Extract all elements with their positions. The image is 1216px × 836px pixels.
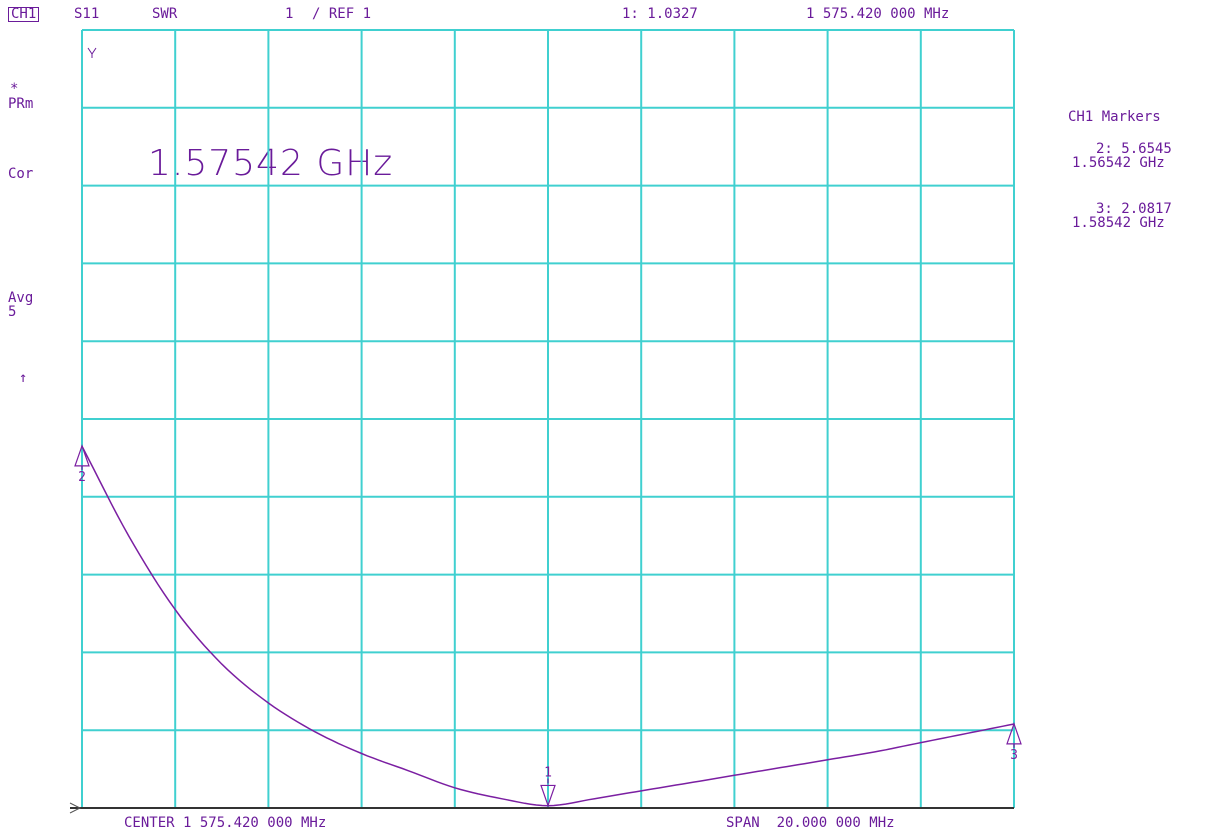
stimulus-marker-icon — [87, 47, 97, 58]
markers-panel-title: CH1 Markers — [1068, 109, 1161, 125]
marker-2-value: 2: 5.6545 — [1096, 141, 1172, 157]
parameter-label: S11 — [74, 6, 100, 22]
format-label: SWR — [152, 6, 178, 22]
marker-1-label: 1 — [544, 765, 552, 780]
status-prm: PRm — [8, 96, 34, 112]
status-avg-count: 5 — [8, 304, 17, 320]
status-avg: Avg — [8, 290, 34, 306]
reference-value: / REF 1 — [312, 6, 372, 22]
marker-2-frequency: 1.56542 GHz — [1072, 155, 1165, 171]
marker-3-frequency: 1.58542 GHz — [1072, 215, 1165, 231]
reference-position-icon — [69, 802, 82, 814]
marker-1-icon — [540, 784, 556, 808]
channel-indicator[interactable]: CH1 — [8, 7, 40, 22]
stimulus-readout: 1.57542 GHz — [148, 143, 394, 184]
center-frequency: CENTER 1 575.420 000 MHz — [124, 815, 327, 831]
status-cor: Cor — [8, 166, 34, 182]
active-marker-frequency: 1 575.420 000 MHz — [806, 6, 950, 22]
marker-3-value: 3: 2.0817 — [1096, 201, 1172, 217]
span-frequency: SPAN 20.000 000 MHz — [726, 815, 895, 831]
marker-3-label: 3 — [1010, 748, 1018, 763]
marker-2-label: 2 — [78, 470, 86, 485]
status-star: * — [10, 81, 19, 97]
reference-arrow-icon: ↑ — [19, 370, 28, 386]
scale-value: 1 — [285, 6, 294, 22]
active-marker-readout: 1: 1.0327 — [622, 6, 698, 22]
